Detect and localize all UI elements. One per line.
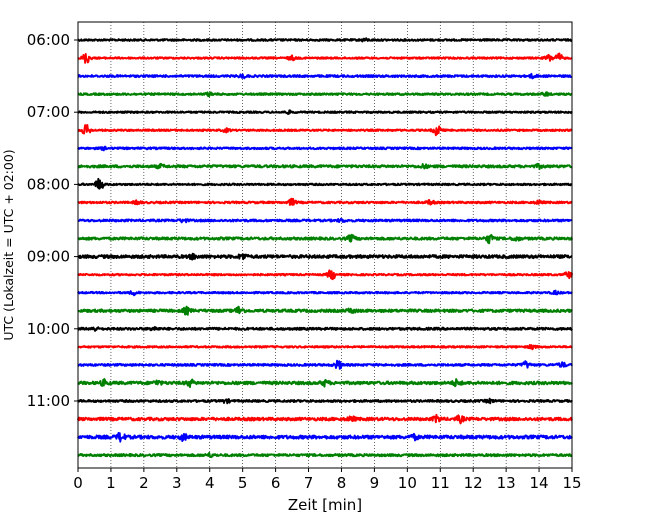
x-tick-label: 15: [562, 474, 581, 492]
y-tick-label: 09:00: [27, 248, 70, 266]
seismogram-trace: [77, 397, 573, 405]
seismogram-trace: [77, 162, 573, 170]
x-tick-label: 6: [271, 474, 281, 492]
x-tick-label: 3: [172, 474, 182, 492]
seismogram-trace: [77, 197, 573, 206]
seismogram-trace: [77, 124, 573, 137]
x-tick-label: 8: [337, 474, 347, 492]
seismogram-trace: [77, 145, 573, 152]
y-axis-label: UTC (Lokalzeit = UTC + 02:00): [1, 149, 16, 340]
seismogram-trace: [77, 109, 573, 115]
seismogram-trace: [77, 359, 573, 370]
seismogram-trace: [77, 91, 573, 98]
x-axis: 0 1 2 3 4 5 6 7 8 9 10 11 12 13 14 15: [73, 468, 582, 492]
x-tick-label: 10: [398, 474, 417, 492]
x-tick-label: 9: [370, 474, 380, 492]
x-axis-label: Zeit [min]: [288, 496, 362, 514]
seismogram-trace: [77, 37, 573, 43]
x-tick-label: 0: [73, 474, 83, 492]
seismogram-trace: [77, 217, 573, 224]
x-tick-label: 11: [431, 474, 450, 492]
grid-lines: [110, 22, 540, 468]
x-tick-label: 5: [238, 474, 248, 492]
seismogram-trace: [77, 451, 573, 459]
seismogram-trace: [77, 52, 573, 64]
seismogram-trace: [77, 72, 573, 80]
x-tick-label: 12: [464, 474, 483, 492]
seismogram-trace: [77, 252, 573, 261]
y-tick-label: 10:00: [27, 320, 70, 338]
y-tick-label: 06:00: [27, 31, 70, 49]
seismogram-trace: [77, 289, 573, 297]
y-tick-label: 11:00: [27, 392, 70, 410]
seismogram-trace: [77, 326, 573, 332]
seismogram-trace: [77, 177, 573, 190]
seismogram-trace: [77, 269, 573, 281]
seismogram-trace: [77, 378, 573, 388]
x-tick-label: 7: [304, 474, 314, 492]
y-axis: 06:00 07:00 08:00 09:00 10:00 11:00: [27, 31, 78, 410]
x-tick-label: 4: [205, 474, 215, 492]
trace-group: [77, 37, 573, 459]
seismogram-trace: [77, 305, 573, 316]
x-tick-label: 13: [497, 474, 516, 492]
seismogram-trace: [77, 413, 573, 425]
seismogram-trace: [77, 344, 573, 351]
x-tick-label: 2: [139, 474, 149, 492]
x-tick-label: 14: [530, 474, 549, 492]
y-tick-label: 07:00: [27, 103, 70, 121]
plot-frame: [77, 21, 573, 469]
y-tick-label: 08:00: [27, 175, 70, 193]
seismogram-trace: [77, 431, 573, 443]
seismogram-trace: [77, 233, 573, 245]
x-tick-label: 1: [106, 474, 116, 492]
